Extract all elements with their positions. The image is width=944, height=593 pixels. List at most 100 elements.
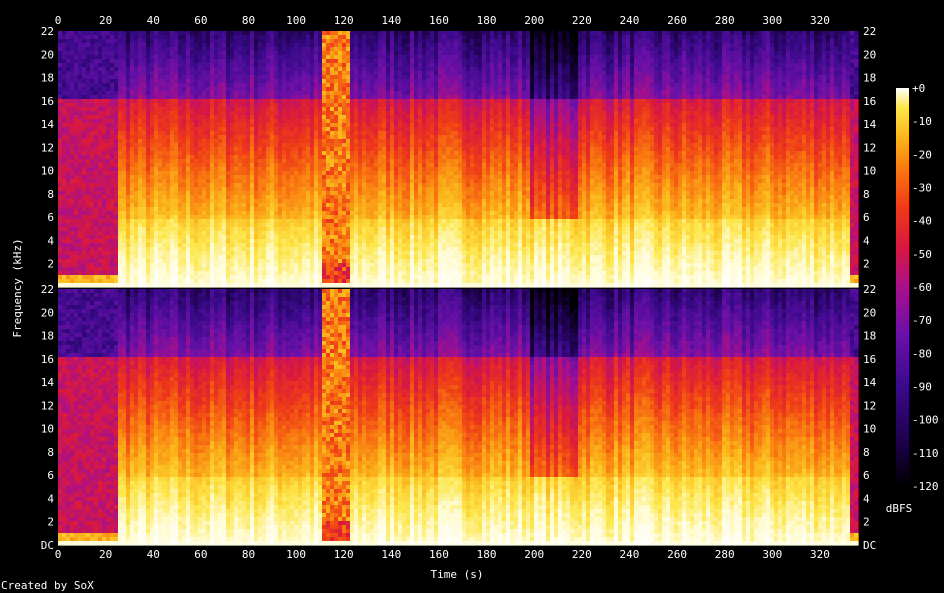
colorbar-ticks: +0 -10 -20 -30 -40 -50 -60 -70 -80 -90 -100 -110 -12… bbox=[912, 82, 939, 493]
x-tick-label-top: 80 bbox=[242, 14, 255, 27]
colorbar-tick-label: -90 bbox=[912, 381, 932, 394]
y-axis-label: Frequency (kHz) bbox=[11, 238, 24, 337]
y-tick-label-left: 12 bbox=[41, 141, 54, 154]
x-tick-label-top: 0 bbox=[55, 14, 62, 27]
x-tick-label-bottom: 40 bbox=[147, 548, 160, 561]
x-tick-label-bottom: 280 bbox=[715, 548, 735, 561]
x-tick-label-top: 300 bbox=[762, 14, 782, 27]
y-tick-label-right: 4 bbox=[863, 234, 870, 247]
y-tick-label-right: 22 bbox=[863, 25, 876, 38]
x-tick-label-bottom: 100 bbox=[286, 548, 306, 561]
colorbar-tick-label: -110 bbox=[912, 447, 939, 460]
y-tick-label-left: 18 bbox=[41, 72, 54, 85]
y-tick-label-right: 20 bbox=[863, 48, 876, 61]
colorbar-tick-label: -100 bbox=[912, 414, 939, 427]
colorbar-tick-label: -120 bbox=[912, 480, 939, 493]
x-tick-label-bottom: 140 bbox=[381, 548, 401, 561]
y-tick-label-left: 6 bbox=[47, 469, 54, 482]
colorbar-tick-label: -80 bbox=[912, 347, 932, 360]
y-tick-label-left: 8 bbox=[47, 188, 54, 201]
y-tick-label-left: 4 bbox=[47, 234, 54, 247]
x-axis-label: Time (s) bbox=[431, 568, 484, 581]
x-tick-label-top: 20 bbox=[99, 14, 112, 27]
y-tick-label-left: 14 bbox=[41, 376, 55, 389]
y-tick-label-right: 6 bbox=[863, 469, 870, 482]
y-tick-label-left: 2 bbox=[47, 516, 54, 529]
y-tick-label-right: 2 bbox=[863, 258, 870, 271]
x-tick-label-bottom: 240 bbox=[619, 548, 639, 561]
y-tick-label-left: 14 bbox=[41, 118, 55, 131]
x-tick-label-top: 100 bbox=[286, 14, 306, 27]
y-tick-label-right: 8 bbox=[863, 446, 870, 459]
y-tick-label-right: 10 bbox=[863, 423, 876, 436]
x-tick-label-top: 200 bbox=[524, 14, 544, 27]
colorbar-tick-label: +0 bbox=[912, 82, 925, 95]
x-tick-label-bottom: 60 bbox=[194, 548, 207, 561]
y-tick-label-right: 16 bbox=[863, 95, 876, 108]
y-tick-label-right: 6 bbox=[863, 211, 870, 224]
y-tick-label-right: 8 bbox=[863, 188, 870, 201]
y-tick-label-right: 20 bbox=[863, 306, 876, 319]
colorbar-label: dBFS bbox=[886, 502, 913, 515]
spectrogram-plots bbox=[58, 31, 859, 546]
y-tick-label-left: 20 bbox=[41, 306, 54, 319]
y-tick-label-right: 14 bbox=[863, 376, 877, 389]
x-tick-label-bottom: 120 bbox=[334, 548, 354, 561]
y-tick-label-right: 4 bbox=[863, 492, 870, 505]
y-tick-label-left: DC bbox=[41, 539, 54, 552]
y-tick-label-left: 12 bbox=[41, 399, 54, 412]
x-tick-label-bottom: 20 bbox=[99, 548, 112, 561]
x-tick-label-bottom: 200 bbox=[524, 548, 544, 561]
x-tick-label-bottom: 300 bbox=[762, 548, 782, 561]
y-tick-label-right: 12 bbox=[863, 141, 876, 154]
channel-1-spectrogram bbox=[58, 31, 859, 288]
y-tick-label-right: 18 bbox=[863, 330, 876, 343]
y-tick-label-right: 16 bbox=[863, 353, 876, 366]
y-tick-label-right: 22 bbox=[863, 283, 876, 296]
y-tick-label-right: 18 bbox=[863, 72, 876, 85]
x-tick-label-bottom: 180 bbox=[477, 548, 497, 561]
x-tick-label-top: 240 bbox=[619, 14, 639, 27]
x-tick-label-bottom: 80 bbox=[242, 548, 255, 561]
y-tick-label-right: DC bbox=[863, 539, 876, 552]
colorbar-tick-label: -50 bbox=[912, 248, 932, 261]
y-tick-label-left: 22 bbox=[41, 283, 54, 296]
x-tick-label-top: 160 bbox=[429, 14, 449, 27]
colorbar-tick-label: -70 bbox=[912, 314, 932, 327]
y-tick-label-left: 8 bbox=[47, 446, 54, 459]
colorbar-tick-label: -60 bbox=[912, 281, 932, 294]
x-tick-label-top: 260 bbox=[667, 14, 687, 27]
y-tick-label-right: 14 bbox=[863, 118, 877, 131]
x-tick-label-bottom: 320 bbox=[810, 548, 830, 561]
colorbar-tick-label: -30 bbox=[912, 182, 932, 195]
y-tick-label-left: 22 bbox=[41, 25, 54, 38]
y-tick-label-left: 16 bbox=[41, 353, 54, 366]
y-tick-label-left: 6 bbox=[47, 211, 54, 224]
x-tick-label-bottom: 0 bbox=[55, 548, 62, 561]
x-tick-label-top: 220 bbox=[572, 14, 592, 27]
x-tick-label-top: 60 bbox=[194, 14, 207, 27]
y-tick-label-left: 10 bbox=[41, 165, 54, 178]
channel-2-spectrogram bbox=[58, 289, 859, 546]
x-tick-label-top: 120 bbox=[334, 14, 354, 27]
x-tick-label-top: 280 bbox=[715, 14, 735, 27]
y-tick-label-left: 16 bbox=[41, 95, 54, 108]
x-tick-label-top: 140 bbox=[381, 14, 401, 27]
colorbar-tick-label: -40 bbox=[912, 215, 932, 228]
y-tick-label-right: 12 bbox=[863, 399, 876, 412]
x-tick-label-top: 40 bbox=[147, 14, 160, 27]
x-tick-label-bottom: 260 bbox=[667, 548, 687, 561]
y-tick-label-left: 2 bbox=[47, 258, 54, 271]
created-by-credit: Created by SoX bbox=[1, 579, 94, 592]
y-tick-label-left: 20 bbox=[41, 48, 54, 61]
y-tick-label-right: 10 bbox=[863, 165, 876, 178]
y-tick-label-left: 10 bbox=[41, 423, 54, 436]
x-tick-label-top: 180 bbox=[477, 14, 497, 27]
y-tick-label-left: 18 bbox=[41, 330, 54, 343]
colorbar-tick-label: -20 bbox=[912, 148, 932, 161]
y-tick-label-left: 4 bbox=[47, 492, 54, 505]
x-tick-label-bottom: 160 bbox=[429, 548, 449, 561]
colorbar-tick-label: -10 bbox=[912, 115, 932, 128]
x-tick-label-top: 320 bbox=[810, 14, 830, 27]
